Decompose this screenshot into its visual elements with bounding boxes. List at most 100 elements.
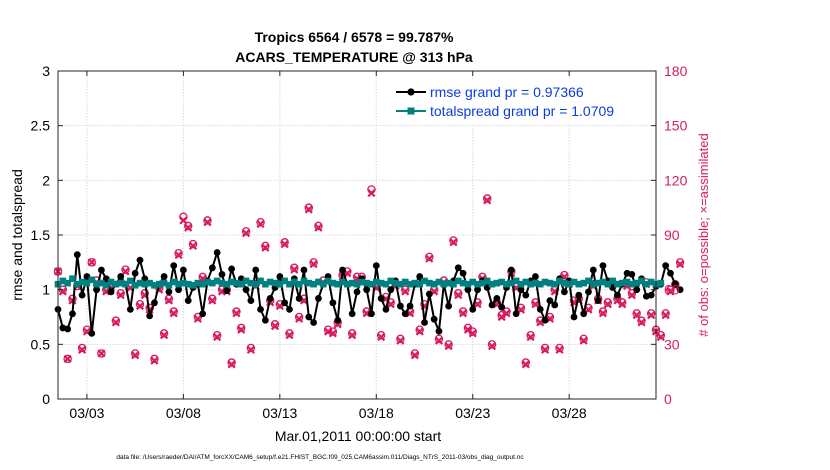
rmse-point	[421, 319, 428, 326]
spread-point	[488, 280, 496, 288]
obs-assimilated-stroke	[377, 332, 386, 342]
obs-assimilated-stroke	[169, 309, 178, 318]
spread-point	[146, 279, 153, 287]
obs-possible-point	[487, 340, 497, 349]
obs-possible-point	[241, 227, 251, 236]
spread-point	[570, 278, 578, 286]
rmse-point	[368, 310, 375, 318]
spread-point	[474, 280, 481, 288]
x-tick-label: 03/23	[455, 405, 490, 421]
rmse-point	[647, 291, 655, 299]
spread-point	[189, 281, 197, 289]
spread-point	[445, 279, 452, 287]
rmse-point	[107, 288, 115, 296]
y-right-tick-label: 30	[664, 336, 680, 352]
rmse-point	[401, 310, 409, 318]
obs-assimilated-point	[164, 296, 173, 305]
rmse-point	[218, 270, 226, 278]
rmse-point	[662, 262, 670, 270]
spread-point	[286, 280, 293, 288]
obs-possible-point	[63, 354, 72, 364]
spread-point	[160, 279, 168, 287]
obs-assimilated-stroke	[362, 309, 371, 318]
spread-point	[329, 279, 337, 287]
x-axis-label: Mar.01,2011 00:00:00 start	[275, 428, 441, 444]
spread-point	[508, 279, 515, 287]
obs-assimilated-stroke	[116, 291, 125, 300]
obs-assimilated-stroke	[328, 329, 337, 338]
obs-assimilated-point	[647, 311, 656, 320]
obs-assimilated-point	[627, 291, 636, 300]
obs-assimilated-stroke	[386, 300, 395, 309]
rmse-point	[286, 305, 293, 313]
obs-possible-point	[434, 334, 444, 344]
spread-point	[599, 278, 607, 286]
obs-possible-point	[675, 258, 685, 267]
obs-assimilated-point	[632, 311, 641, 320]
obs-possible-point	[169, 307, 178, 316]
obs-assimilated-stroke	[309, 260, 318, 269]
obs-assimilated-stroke	[618, 300, 627, 309]
rmse-point	[329, 299, 337, 307]
obs-assimilated-stroke	[613, 296, 622, 305]
obs-assimilated-stroke	[410, 351, 419, 360]
rmse-point	[261, 316, 269, 324]
obs-assimilated-stroke	[174, 250, 183, 260]
obs-assimilated-point	[661, 311, 670, 320]
obs-possible-point	[290, 263, 299, 273]
obs-assimilated-point	[63, 354, 72, 363]
spread-point	[464, 280, 472, 288]
obs-assimilated-point	[401, 287, 410, 296]
spread-point	[532, 279, 539, 287]
obs-assimilated-stroke	[314, 223, 323, 232]
obs-possible-point	[188, 239, 198, 249]
spread-point	[305, 279, 313, 287]
rmse-point	[532, 273, 539, 280]
rmse-point	[614, 291, 621, 299]
spread-point	[430, 280, 438, 288]
obs-assimilated-point	[579, 336, 588, 345]
obs-possible-point	[425, 252, 434, 262]
rmse-point	[295, 295, 303, 302]
obs-possible-point	[309, 258, 318, 267]
spread-point	[339, 278, 346, 286]
spread-point	[252, 280, 260, 288]
spread-point	[575, 280, 583, 288]
rmse-point	[252, 266, 260, 274]
spread-point	[358, 278, 366, 286]
obs-assimilated-stroke	[63, 354, 72, 363]
rmse-point	[551, 301, 559, 309]
obs-possible-point	[646, 309, 656, 318]
obs-possible-point	[323, 325, 333, 335]
obs-possible-point	[193, 312, 203, 322]
rmse-point	[382, 305, 390, 313]
rmse-point	[305, 313, 313, 321]
rmse-point	[435, 327, 443, 335]
spread-point	[440, 280, 448, 288]
obs-assimilated-stroke	[647, 311, 656, 320]
rmse-point	[175, 286, 182, 294]
spread-point	[638, 277, 645, 285]
spread-point	[117, 279, 124, 287]
obs-assimilated-point	[444, 342, 453, 351]
spread-point	[233, 279, 240, 287]
obs-assimilated-stroke	[131, 351, 140, 360]
spread-point	[623, 278, 631, 286]
obs-assimilated-point	[555, 345, 564, 354]
obs-possible-point	[304, 203, 314, 212]
obs-assimilated-point	[295, 314, 304, 323]
rmse-point	[589, 266, 597, 274]
obs-assimilated-stroke	[213, 332, 222, 342]
obs-assimilated-stroke	[111, 318, 120, 327]
rmse-point	[64, 325, 72, 333]
obs-possible-point	[454, 289, 463, 298]
obs-possible-point	[526, 330, 535, 340]
spread-point	[73, 280, 81, 288]
obs-assimilated-stroke	[97, 349, 106, 358]
obs-assimilated-stroke	[521, 360, 530, 369]
spread-point	[546, 279, 554, 287]
obs-assimilated-stroke	[676, 260, 685, 269]
rmse-point	[474, 286, 481, 294]
spread-point	[469, 278, 477, 286]
